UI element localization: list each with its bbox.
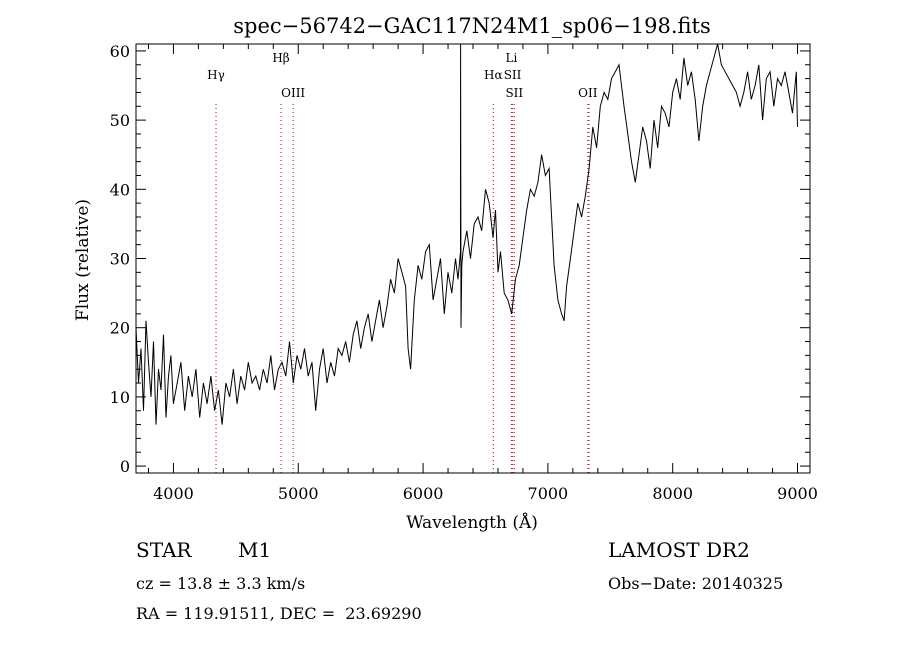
marker-label: SII (504, 68, 522, 82)
axis-ticks: 4000 5000 6000 7000 8000 9000 0 10 20 30 40 50 60 (110, 42, 818, 503)
x-axis-label: Wavelength (Å) (406, 512, 538, 533)
y-tick-label: 40 (110, 180, 130, 199)
marker-label: Hβ (272, 51, 289, 65)
observation-date: Obs−Date: 20140325 (608, 574, 784, 593)
x-tick-label: 6000 (403, 484, 444, 503)
survey-name: LAMOST DR2 (608, 538, 750, 562)
object-class: STAR (136, 538, 192, 562)
object-subclass: M1 (238, 538, 272, 562)
y-tick-label: 50 (110, 111, 130, 130)
y-tick-label: 10 (110, 388, 130, 407)
x-tick-label: 8000 (652, 484, 693, 503)
y-tick-label: 60 (110, 42, 130, 61)
marker-label: Hγ (207, 68, 225, 82)
chart-title: spec−56742−GAC117N24M1_sp06−198.fits (233, 14, 710, 38)
x-tick-label: 7000 (528, 484, 569, 503)
x-tick-label: 9000 (777, 484, 818, 503)
x-tick-label: 5000 (278, 484, 319, 503)
marker-label: OIII (281, 86, 305, 100)
x-tick-label: 4000 (153, 484, 194, 503)
y-axis-label: Flux (relative) (73, 199, 93, 321)
y-tick-label: 30 (110, 250, 130, 269)
plot-frame (135, 43, 811, 474)
marker-label: Li (506, 51, 518, 65)
y-tick-label: 20 (110, 319, 130, 338)
coordinates-radec: RA = 119.91511, DEC = 23.69290 (136, 604, 422, 623)
marker-label: Hα (484, 68, 503, 82)
y-tick-label: 0 (120, 457, 130, 476)
marker-label: OII (578, 86, 598, 100)
marker-label: SII (505, 86, 523, 100)
spectrum-series-line (135, 43, 798, 425)
redshift-velocity: cz = 13.8 ± 3.3 km/s (136, 574, 306, 593)
